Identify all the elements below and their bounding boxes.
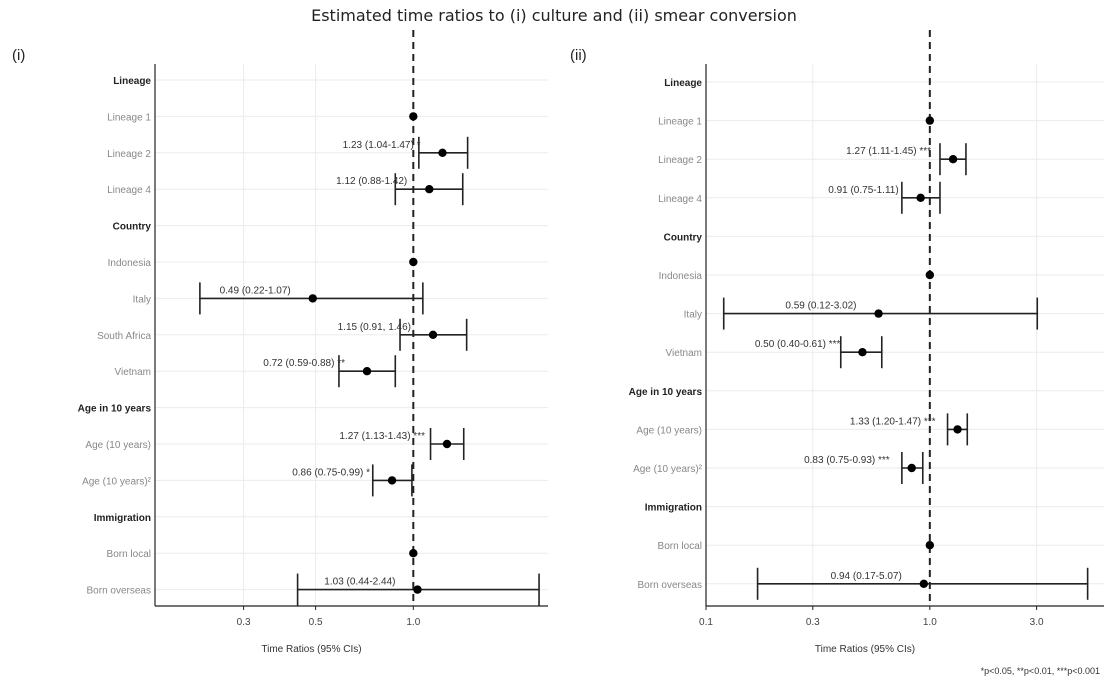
panel1-row-label: South Africa: [97, 331, 151, 342]
panel2-point-estimate: [907, 463, 916, 473]
panel2-estimate-annotation: 0.50 (0.40-0.61) ***: [755, 339, 841, 350]
panel1-point-estimate: [409, 549, 418, 558]
panel2-panel-label: (ii): [570, 47, 587, 64]
panel2-row-label: Lineage 2: [658, 155, 702, 166]
panel2-estimate-annotation: 1.27 (1.11-1.45) ***: [846, 146, 931, 157]
significance-footnote: *p<0.05, **p<0.01, ***p<0.001: [980, 666, 1100, 676]
panel1-row-label: Lineage 4: [107, 185, 151, 196]
panel2-point-estimate: [925, 541, 935, 550]
panel1-row-label: Age (10 years)²: [82, 476, 152, 487]
panel1-group-header: Age in 10 years: [78, 404, 152, 415]
panel1-x-tick-label: 0.5: [309, 617, 323, 628]
panel2-x-axis-label: Time Ratios (95% CIs): [815, 644, 915, 655]
panel1-x-tick-label: 1.0: [406, 617, 420, 628]
panel2-point-estimate: [858, 348, 867, 357]
panel2-group-header: Immigration: [645, 503, 702, 514]
panel1-estimate-annotation: 0.49 (0.22-1.07): [220, 285, 291, 296]
panel1-point-estimate: [362, 367, 372, 376]
panel2-row-label: Born local: [658, 541, 702, 552]
panel1-panel-label: (i): [12, 47, 25, 64]
panel1-row-label: Born local: [107, 549, 151, 560]
figure-title: Estimated time ratios to (i) culture and…: [311, 6, 797, 25]
panel2-point-estimate: [925, 270, 935, 280]
panel1-group-header: Immigration: [94, 513, 151, 524]
panel1-point-estimate: [308, 294, 317, 303]
panel1-row-label: Age (10 years): [85, 440, 151, 451]
panel2-x-tick-label: 0.3: [806, 617, 820, 628]
panel2-group-header: Country: [664, 232, 703, 243]
panel2-point-estimate: [916, 193, 925, 202]
panel2-row-label: Italy: [684, 310, 702, 321]
panel1-group-header: Lineage: [113, 76, 151, 87]
panel2-row-label: Age (10 years)²: [633, 464, 703, 475]
panel2-point-estimate: [953, 425, 962, 434]
panel1-estimate-annotation: 0.72 (0.59-0.88) **: [263, 358, 345, 369]
panel1-estimate-annotation: 0.86 (0.75-0.99) *: [292, 467, 370, 478]
panel2-estimate-annotation: 0.83 (0.75-0.93) ***: [804, 455, 890, 466]
panel1-estimate-annotation: 1.15 (0.91, 1.46): [338, 322, 411, 333]
panel2-x-tick-label: 0.1: [699, 617, 713, 628]
panel2-group-header: Age in 10 years: [629, 387, 703, 398]
panel2-group-header: Lineage: [664, 78, 702, 89]
panel1-point-estimate: [438, 148, 447, 157]
panel2-row-label: Indonesia: [659, 271, 703, 282]
panel2-estimate-annotation: 0.94 (0.17-5.07): [831, 571, 902, 582]
panel1-point-estimate: [413, 585, 422, 594]
panel1-group-header: Country: [113, 222, 152, 233]
panel1-estimate-annotation: 1.23 (1.04-1.47) *: [343, 140, 421, 151]
panel2-point-estimate: [874, 309, 883, 318]
panel1-row-label: Born overseas: [87, 586, 151, 597]
panel2-estimate-annotation: 0.91 (0.75-1.11): [828, 185, 898, 196]
panel2-row-label: Vietnam: [665, 348, 702, 359]
panel2-point-estimate: [948, 155, 958, 164]
panel1-x-axis-label: Time Ratios (95% CIs): [261, 644, 361, 655]
panel1-point-estimate: [442, 439, 452, 449]
panel1-row-label: Italy: [133, 294, 151, 305]
panel2-point-estimate: [919, 579, 929, 588]
panel1-row-label: Indonesia: [108, 258, 152, 269]
panel1-estimate-annotation: 1.27 (1.13-1.43) ***: [339, 431, 425, 442]
panel1-estimate-annotation: 1.03 (0.44-2.44): [324, 577, 395, 588]
panel2-x-tick-label: 3.0: [1030, 617, 1044, 628]
panel1-row-label: Lineage 1: [107, 112, 151, 123]
panel1-point-estimate: [387, 476, 397, 485]
panel2-point-estimate: [925, 116, 935, 125]
panel2-row-label: Lineage 4: [658, 194, 702, 205]
panel1-point-estimate: [428, 330, 438, 339]
panel1-row-label: Vietnam: [114, 367, 151, 378]
panel2-estimate-annotation: 0.59 (0.12-3.02): [785, 301, 856, 312]
panel2-row-label: Born overseas: [638, 580, 702, 591]
panel2-x-tick-label: 1.0: [923, 617, 937, 628]
panel1-point-estimate: [409, 257, 418, 267]
panel1-estimate-annotation: 1.12 (0.88-1.42): [336, 176, 407, 187]
panel1-row-label: Lineage 2: [107, 149, 151, 160]
panel1-point-estimate: [409, 112, 418, 121]
panel1-x-tick-label: 0.3: [237, 617, 251, 628]
panel2-row-label: Age (10 years): [636, 425, 702, 436]
panel1-point-estimate: [425, 185, 434, 194]
panel2-row-label: Lineage 1: [658, 117, 702, 128]
panel2-estimate-annotation: 1.33 (1.20-1.47) ***: [850, 416, 936, 427]
